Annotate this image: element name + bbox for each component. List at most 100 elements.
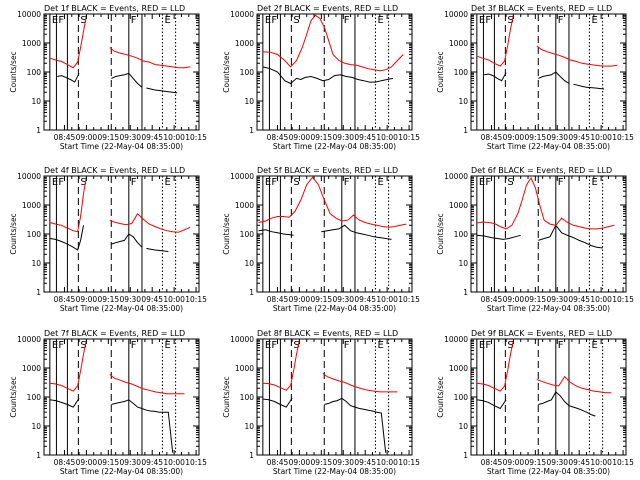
- y-tick-label: 100: [454, 393, 469, 402]
- series-line-lld: [258, 176, 407, 228]
- event-marker-label: F: [485, 177, 491, 188]
- x-tick-label: 09:30: [119, 458, 141, 467]
- event-marker-label: F: [344, 340, 350, 351]
- x-tick-label: 09:15: [311, 458, 333, 467]
- panel-title: Det 5f BLACK = Events, RED = LLD: [257, 166, 398, 175]
- x-tick-label: 09:30: [119, 133, 141, 142]
- y-tick-label: 10000: [444, 10, 468, 19]
- x-tick-label: 10:15: [185, 133, 207, 142]
- y-tick-label: 1000: [235, 201, 254, 210]
- event-marker-label: E: [377, 15, 383, 26]
- y-tick-label: 100: [454, 230, 469, 239]
- y-axis-label: Counts/sec: [436, 51, 445, 92]
- y-tick-label: 10000: [17, 10, 41, 19]
- y-tick-label: 100: [27, 393, 42, 402]
- y-axis-label: Counts/sec: [222, 51, 231, 92]
- series-line-events: [57, 73, 80, 83]
- x-axis-label: Start Time (22-May-04 08:35:00): [487, 142, 610, 151]
- series-line-lld: [262, 340, 300, 391]
- x-tick-label: 10:15: [612, 458, 634, 467]
- series-line-lld: [109, 47, 191, 69]
- x-tick-label: 09:15: [525, 295, 547, 304]
- y-tick-label: 10: [458, 97, 468, 106]
- y-tick-label: 10: [31, 97, 41, 106]
- x-tick-label: 10:15: [185, 458, 207, 467]
- x-tick-label: 10:00: [376, 295, 398, 304]
- event-marker-label: E: [52, 177, 58, 188]
- y-axis-label: Counts/sec: [9, 51, 18, 92]
- event-marker-label: S: [507, 15, 513, 26]
- y-tick-label: 1000: [22, 39, 41, 48]
- x-tick-label: 08:45: [54, 133, 76, 142]
- x-axis-label: Start Time (22-May-04 08:35:00): [273, 304, 396, 313]
- y-tick-label: 100: [27, 68, 42, 77]
- x-tick-label: 08:45: [267, 133, 289, 142]
- y-tick-label: 1000: [22, 201, 41, 210]
- x-tick-label: 10:15: [612, 295, 634, 304]
- series-line-events: [476, 399, 507, 410]
- x-tick-label: 09:45: [568, 458, 590, 467]
- event-marker-label: F: [58, 177, 64, 188]
- x-tick-label: 09:30: [546, 133, 568, 142]
- event-marker-label: F: [58, 15, 64, 26]
- event-marker-label: S: [293, 177, 299, 188]
- y-axis-label: Counts/sec: [436, 376, 445, 417]
- x-tick-label: 09:15: [98, 133, 120, 142]
- series-line-lld: [262, 14, 404, 72]
- event-marker-label: F: [271, 15, 277, 26]
- event-marker-label: E: [164, 340, 170, 351]
- y-tick-label: 1: [36, 126, 41, 135]
- x-tick-label: 09:45: [568, 295, 590, 304]
- panel-title: Det 4f BLACK = Events, RED = LLD: [44, 166, 185, 175]
- series-line-events: [111, 233, 143, 248]
- x-tick-label: 10:15: [185, 295, 207, 304]
- y-tick-label: 1: [249, 451, 254, 460]
- series-line-lld: [536, 45, 618, 67]
- event-marker-label: E: [377, 340, 383, 351]
- series-line-events: [146, 247, 169, 252]
- y-tick-label: 100: [240, 393, 255, 402]
- event-marker-label: F: [131, 177, 137, 188]
- x-axis-label: Start Time (22-May-04 08:35:00): [60, 142, 183, 151]
- event-marker-label: F: [485, 340, 491, 351]
- y-tick-label: 100: [454, 68, 469, 77]
- series-line-events: [49, 225, 84, 251]
- y-tick-label: 1000: [235, 364, 254, 373]
- x-tick-label: 09:00: [289, 458, 311, 467]
- series-line-events: [262, 66, 394, 85]
- event-marker-label: E: [591, 177, 597, 188]
- series-line-lld: [49, 340, 87, 392]
- event-marker-label: E: [164, 177, 170, 188]
- y-axis-label: Counts/sec: [222, 213, 231, 254]
- series-line-events: [321, 224, 392, 240]
- series-line-lld: [476, 15, 514, 67]
- event-marker-label: E: [591, 340, 597, 351]
- event-marker-label: F: [558, 340, 564, 351]
- x-tick-label: 08:45: [481, 133, 503, 142]
- event-marker-label: E: [265, 177, 271, 188]
- event-marker-label: F: [558, 15, 564, 26]
- y-tick-label: 100: [27, 230, 42, 239]
- x-tick-label: 09:00: [76, 133, 98, 142]
- y-axis-label: Counts/sec: [222, 376, 231, 417]
- x-tick-label: 10:15: [398, 458, 420, 467]
- y-tick-label: 10000: [230, 172, 254, 181]
- series-line-events: [324, 397, 387, 453]
- x-axis-label: Start Time (22-May-04 08:35:00): [60, 467, 183, 476]
- series-line-events: [538, 391, 596, 417]
- event-marker-label: E: [479, 340, 485, 351]
- x-tick-label: 09:00: [76, 458, 98, 467]
- x-tick-label: 09:15: [98, 295, 120, 304]
- y-axis-label: Counts/sec: [9, 213, 18, 254]
- panel-title: Det 2f BLACK = Events, RED = LLD: [257, 4, 398, 13]
- x-tick-label: 10:00: [163, 458, 185, 467]
- x-tick-label: 09:30: [546, 295, 568, 304]
- series-line-lld: [49, 177, 87, 233]
- series-line-events: [111, 72, 143, 88]
